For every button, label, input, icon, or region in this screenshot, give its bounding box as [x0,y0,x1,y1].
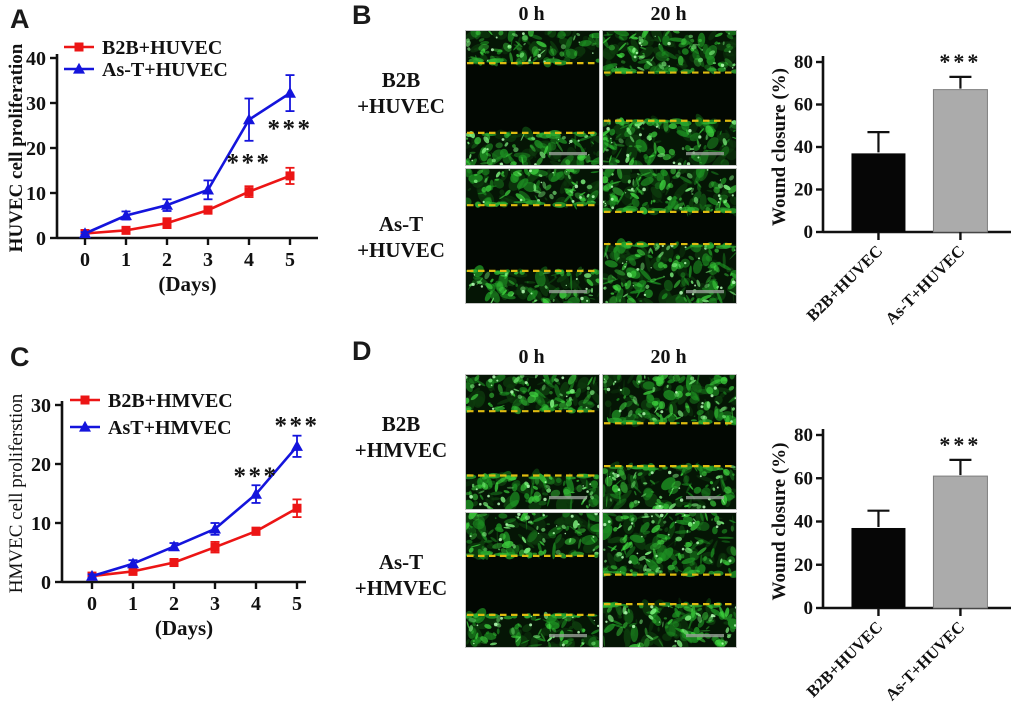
svg-text:***: *** [275,413,320,440]
svg-text:HUVEC cell proliferation: HUVEC cell proliferation [6,43,27,252]
svg-text:20: 20 [26,138,46,160]
svg-text:40: 40 [794,137,813,158]
svg-text:0: 0 [804,598,814,619]
svg-text:B2B+HUVEC: B2B+HUVEC [803,241,887,325]
svg-text:***: *** [227,149,272,176]
svg-text:30: 30 [26,93,46,115]
cell-group-label-line1: As-T [378,550,424,574]
svg-text:2: 2 [169,593,179,615]
micrograph-b2b-hmvec-20h [602,374,737,510]
svg-text:60: 60 [794,468,813,489]
micrograph-b2b-huvec-20h [602,30,737,166]
svg-text:20: 20 [31,454,51,476]
svg-text:20: 20 [794,180,813,201]
panel-a-letter: A [10,4,30,34]
svg-text:4: 4 [244,249,254,271]
svg-text:(Days): (Days) [155,616,213,640]
micrograph-b2b-hmvec-0h [465,374,600,510]
svg-text:HMVEC cell proliferstion: HMVEC cell proliferstion [6,393,27,593]
timepoint-header-b-20h: 20 h [650,3,687,25]
svg-text:20: 20 [794,555,813,576]
svg-text:As-T+HUVEC: As-T+HUVEC [881,241,968,328]
cell-group-label-line2: +HUVEC [357,93,445,118]
cell-group-label-line2: +HUVEC [357,237,445,262]
timepoint-header-b-0h: 0 h [518,3,545,25]
cell-group-label-line1: B2B [381,68,421,92]
svg-text:4: 4 [251,593,261,615]
svg-text:5: 5 [292,593,302,615]
row-label-ast-huvec: As-T +HUVEC [340,212,462,263]
svg-text:Wound closure (%): Wound closure (%) [769,68,790,226]
svg-text:AsT+HMVEC: AsT+HMVEC [108,417,232,439]
panel-c-letter: C [10,342,30,372]
svg-text:2: 2 [162,249,172,271]
svg-text:As-T+HUVEC: As-T+HUVEC [102,59,228,81]
svg-text:***: *** [234,463,279,490]
micrograph-b2b-huvec-0h [465,30,600,166]
svg-text:80: 80 [794,425,813,446]
svg-text:B2B+HUVEC: B2B+HUVEC [102,37,222,59]
cell-group-label-line2: +HMVEC [354,575,448,600]
svg-text:Wound closure (%): Wound closure (%) [769,442,790,600]
cell-group-label-line1: As-T [378,212,424,236]
svg-text:80: 80 [794,52,813,73]
svg-text:0: 0 [41,572,51,594]
row-label-ast-hmvec: As-T +HMVEC [340,550,462,601]
row-label-b2b-huvec: B2B +HUVEC [340,68,462,119]
svg-text:(Days): (Days) [158,272,216,296]
svg-text:0: 0 [36,228,46,250]
panel-b-letter: B [352,0,372,30]
micrograph-ast-huvec-20h [602,168,737,304]
svg-text:5: 5 [285,249,295,271]
svg-text:40: 40 [26,48,46,70]
svg-text:B2B+HUVEC: B2B+HUVEC [803,617,887,701]
micrograph-ast-hmvec-0h [465,512,600,648]
row-label-b2b-hmvec: B2B +HMVEC [340,412,462,463]
svg-text:40: 40 [794,512,813,533]
svg-text:***: *** [939,49,981,74]
micrograph-ast-hmvec-20h [602,512,737,648]
svg-text:10: 10 [26,183,46,205]
svg-text:0: 0 [804,222,814,243]
cell-group-label-line1: B2B [381,412,421,436]
cell-group-label-line2: +HMVEC [354,437,448,462]
timepoint-header-d-20h: 20 h [650,346,687,368]
svg-text:1: 1 [128,593,138,615]
svg-text:3: 3 [203,249,213,271]
svg-text:1: 1 [121,249,131,271]
svg-text:30: 30 [31,395,51,417]
svg-text:3: 3 [210,593,220,615]
svg-text:0: 0 [80,249,90,271]
svg-text:As-T+HUVEC: As-T+HUVEC [881,617,968,704]
micrograph-ast-huvec-0h [465,168,600,304]
svg-text:10: 10 [31,513,51,535]
hmvec-proliferation-line-chart: 0 10 20 30 0 1 2 3 4 5 (Days) HMVEC cell proliferst… [6,390,320,640]
svg-text:***: *** [268,116,313,143]
panel-d-letter: D [352,336,372,366]
timepoint-header-d-0h: 0 h [518,346,545,368]
svg-text:B2B+HMVEC: B2B+HMVEC [108,390,233,412]
svg-text:0: 0 [87,593,97,615]
svg-text:60: 60 [794,95,813,116]
svg-text:***: *** [939,432,981,457]
huvec-proliferation-line-chart: 0 10 20 30 40 0 1 2 3 4 5 (Days) HUVEC cell prolifer… [6,37,318,296]
